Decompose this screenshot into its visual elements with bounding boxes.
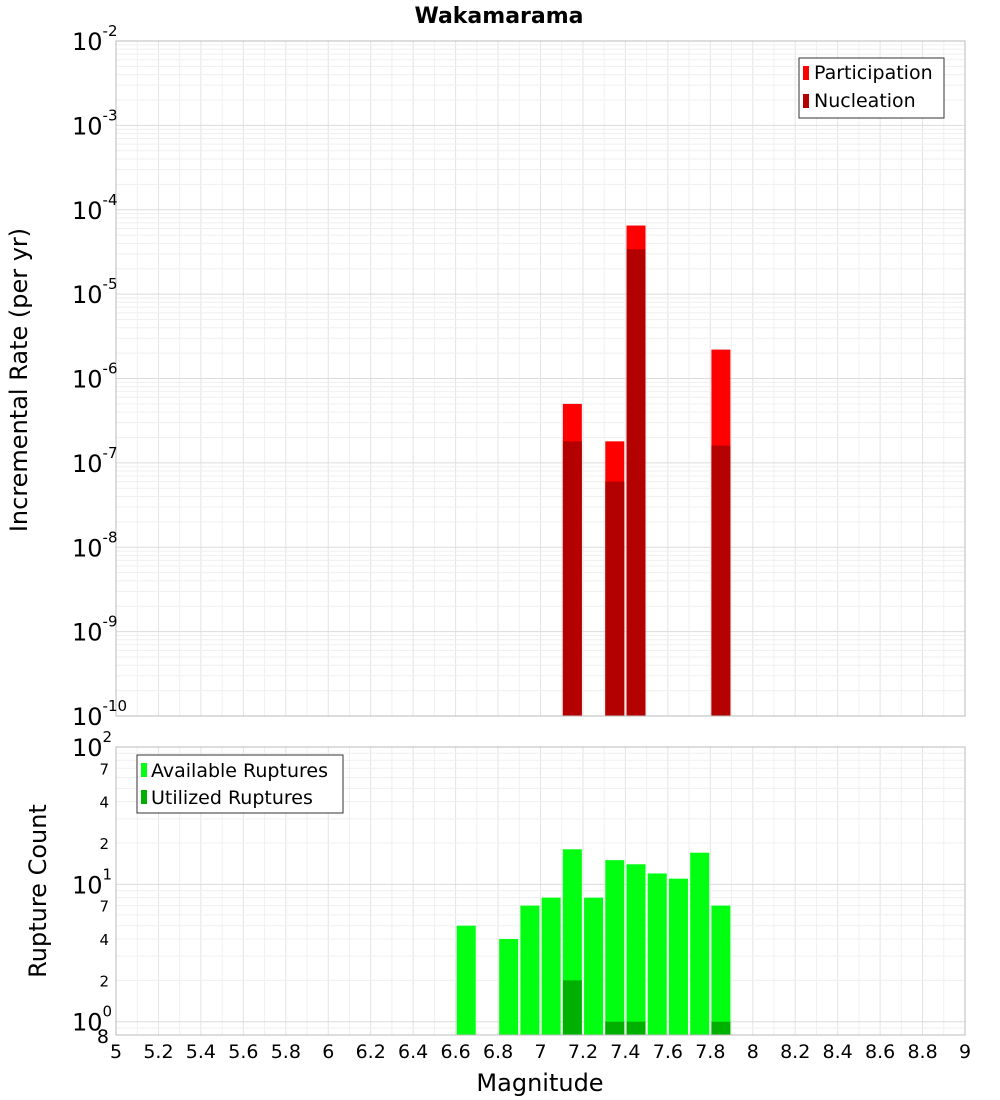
- legend-swatch-nucleation: [803, 94, 809, 108]
- y-tick-label: 10-3: [72, 106, 118, 140]
- x-tick-label: 5: [110, 1041, 122, 1063]
- y-bottom-tick-label: 8: [97, 1026, 109, 1048]
- y-tick-label: 10-9: [72, 613, 118, 647]
- legend-label-participation: Participation: [814, 62, 933, 84]
- bar-available-2: [520, 905, 540, 1035]
- bar-available-5: [584, 897, 604, 1035]
- bar-available-3: [541, 897, 561, 1035]
- y-tick-label: 10-10: [72, 697, 127, 731]
- bar-utilized-1: [605, 1021, 625, 1035]
- bottom-plot-frame: [115, 746, 966, 1036]
- bar-available-0: [456, 925, 476, 1035]
- bar-available-1: [499, 939, 519, 1035]
- y-minor-tick-label: 7: [99, 760, 109, 778]
- legend-label-nucleation: Nucleation: [814, 90, 916, 112]
- x-tick-label: 5.8: [271, 1041, 301, 1063]
- x-tick-label: 8: [747, 1041, 759, 1063]
- top-legend: Participation Nucleation: [798, 57, 945, 119]
- bar-available-10: [690, 852, 710, 1035]
- x-axis-label: Magnitude: [476, 1069, 603, 1097]
- y-minor-tick-label: 2: [99, 835, 109, 853]
- x-tick-label: 8.4: [823, 1041, 853, 1063]
- y-tick-label: 10-4: [72, 191, 118, 225]
- top-y-ticks: 10-10 10-9 10-8 10-7 10-6 10-5 10-4 10-3 10-2: [72, 22, 127, 731]
- bottom-y-axis-label: Rupture Count: [24, 804, 52, 978]
- bottom-bars: [456, 849, 731, 1035]
- x-tick-label: 5.6: [228, 1041, 258, 1063]
- y-tick-label: 102: [72, 728, 112, 762]
- y-tick-label: 101: [72, 865, 112, 899]
- y-tick-label: 10-7: [72, 444, 118, 478]
- x-tick-label: 7.2: [568, 1041, 598, 1063]
- x-tick-label: 6.2: [356, 1041, 386, 1063]
- bottom-legend: Available Ruptures Utilized Ruptures: [136, 754, 344, 814]
- y-minor-tick-label: 4: [99, 931, 109, 949]
- legend-label-utilized-ruptures: Utilized Ruptures: [151, 787, 313, 809]
- y-tick-label: 10-6: [72, 360, 118, 394]
- legend-label-available-ruptures: Available Ruptures: [151, 760, 328, 782]
- y-minor-tick-label: 4: [99, 794, 109, 812]
- bottom-y-ticks: 100 101 102 2 4 7 2 4 7 8: [72, 728, 112, 1048]
- bar-available-6: [605, 860, 625, 1035]
- bar-utilized-3: [711, 1021, 731, 1035]
- x-tick-label: 6.8: [483, 1041, 513, 1063]
- bar-available-8: [647, 873, 667, 1035]
- top-grid: [115, 41, 966, 717]
- x-tick-label: 7.8: [695, 1041, 725, 1063]
- x-tick-label: 5.4: [186, 1041, 216, 1063]
- bar-available-7: [626, 864, 646, 1035]
- bar-utilized-2: [626, 1021, 646, 1035]
- y-tick-label: 10-5: [72, 275, 118, 309]
- top-bars: [562, 225, 731, 716]
- bar-nucleation-0: [562, 441, 582, 716]
- x-tick-label: 8.2: [780, 1041, 810, 1063]
- y-minor-tick-label: 7: [99, 898, 109, 916]
- y-tick-label: 100: [72, 1003, 112, 1037]
- bar-available-11: [711, 905, 731, 1035]
- x-ticks: 5 5.2 5.4 5.6 5.8 6 6.2 6.4 6.6 6.8 7 7.2 7.4 7.6 7.8 8…: [110, 1041, 971, 1063]
- x-tick-label: 9: [959, 1041, 971, 1063]
- y-minor-tick-label: 2: [99, 972, 109, 990]
- top-y-axis-label: Incremental Rate (per yr): [5, 228, 33, 532]
- bar-nucleation-3: [711, 445, 731, 716]
- x-tick-label: 7.4: [610, 1041, 640, 1063]
- x-tick-label: 8.8: [907, 1041, 937, 1063]
- bar-nucleation-2: [626, 249, 646, 716]
- x-tick-label: 6.6: [440, 1041, 470, 1063]
- bar-nucleation-1: [605, 481, 625, 716]
- bar-available-9: [668, 878, 688, 1035]
- x-tick-label: 6: [322, 1041, 334, 1063]
- legend-swatch-participation: [803, 66, 809, 80]
- bar-utilized-0: [562, 980, 582, 1035]
- y-tick-label: 10-8: [72, 528, 118, 562]
- x-tick-label: 5.2: [143, 1041, 173, 1063]
- x-tick-label: 6.4: [398, 1041, 428, 1063]
- x-tick-label: 7.6: [653, 1041, 683, 1063]
- x-tick-label: 7: [534, 1041, 546, 1063]
- legend-swatch-utilized-ruptures: [141, 790, 147, 804]
- y-tick-label: 10-2: [72, 22, 118, 56]
- legend-swatch-available-ruptures: [141, 763, 147, 777]
- chart-title: Wakamarama: [414, 4, 583, 29]
- top-plot-frame: [115, 40, 966, 717]
- x-tick-label: 8.6: [865, 1041, 895, 1063]
